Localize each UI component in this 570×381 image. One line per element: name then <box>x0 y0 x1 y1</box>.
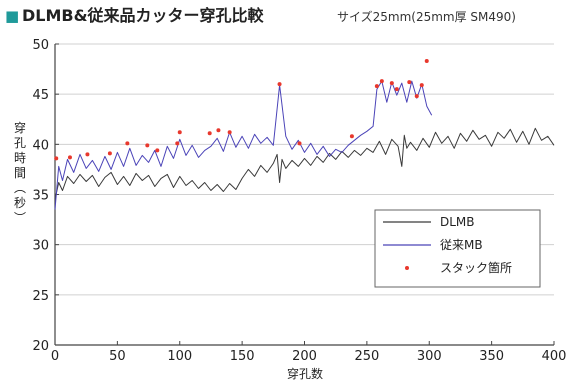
stack-point <box>374 84 379 89</box>
chart-title: DLMB&従来品カッター穿孔比較 <box>22 6 265 25</box>
x-tick-label-200: 200 <box>292 349 317 364</box>
y-tick-label-25: 25 <box>32 289 49 304</box>
chart-subtitle: サイズ25mm(25mm厚 SM490) <box>337 9 516 24</box>
x-tick-label-50: 50 <box>109 349 126 364</box>
x-tick-label-0: 0 <box>51 349 59 364</box>
legend-label-dlmb: DLMB <box>440 215 475 229</box>
y-tick-label-45: 45 <box>32 88 49 103</box>
stack-point <box>389 81 394 86</box>
y-axis-label: 穿孔時間︵秒︶ <box>14 120 26 225</box>
stack-point <box>67 155 72 160</box>
x-axis-label: 穿孔数 <box>287 366 323 381</box>
y-tick-label-35: 35 <box>32 189 49 204</box>
legend-label-stack: スタック箇所 <box>440 261 512 275</box>
grid-lines <box>55 43 554 296</box>
y-tick-label-40: 40 <box>32 138 49 153</box>
stack-point <box>216 128 221 133</box>
x-tick-label-400: 400 <box>542 349 567 364</box>
x-tick-label-300: 300 <box>417 349 442 364</box>
stack-point <box>419 83 424 88</box>
title-marker: ■ <box>5 7 19 25</box>
stack-point <box>394 87 399 92</box>
legend-swatch-stack <box>405 266 409 270</box>
series-line-conventional <box>54 80 433 210</box>
stack-point <box>54 156 59 161</box>
stack-point <box>349 134 354 139</box>
series-layer <box>54 80 555 210</box>
stack-point <box>125 141 130 146</box>
legend: DLMB 従来MB スタック箇所 <box>374 209 541 288</box>
y-tick-label-20: 20 <box>32 339 49 354</box>
stack-point <box>297 141 302 146</box>
stack-point <box>379 79 384 84</box>
stack-point <box>414 94 419 99</box>
stack-point <box>145 143 150 148</box>
series-line-dlmb <box>54 127 555 200</box>
stack-markers <box>54 59 429 161</box>
stack-point <box>227 130 232 135</box>
stack-point <box>424 59 429 64</box>
axes <box>54 43 555 346</box>
stack-point <box>155 148 160 153</box>
y-tick-label-50: 50 <box>32 38 49 53</box>
x-tick-label-350: 350 <box>479 349 504 364</box>
legend-label-conventional: 従来MB <box>440 238 483 252</box>
legend-box <box>374 209 541 288</box>
stack-point <box>85 152 90 157</box>
x-tick-label-150: 150 <box>230 349 255 364</box>
stack-point <box>207 131 212 136</box>
x-tick-label-100: 100 <box>167 349 192 364</box>
x-tick-label-250: 250 <box>354 349 379 364</box>
y-tick-label-30: 30 <box>32 239 49 254</box>
stack-point <box>277 82 282 87</box>
stack-point <box>407 80 412 85</box>
stack-point <box>177 130 182 135</box>
stack-point <box>107 151 112 156</box>
tick-labels: 20 25 30 35 40 45 50 0 50 100 150 200 250 300 350 400 <box>32 38 566 364</box>
stack-point <box>175 141 180 146</box>
